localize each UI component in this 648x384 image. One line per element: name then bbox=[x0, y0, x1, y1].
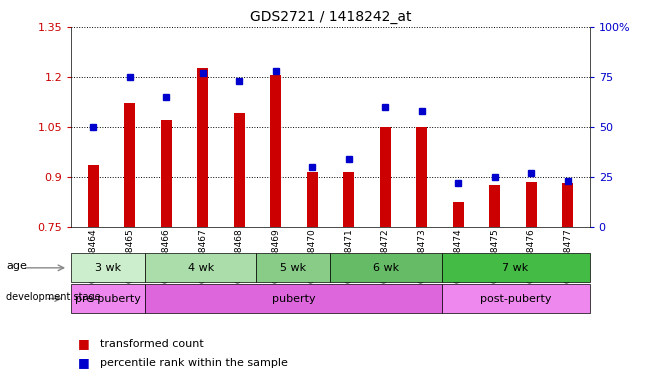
Bar bbox=[307, 172, 318, 227]
Text: puberty: puberty bbox=[272, 293, 316, 304]
Bar bbox=[234, 113, 245, 227]
Bar bbox=[526, 182, 537, 227]
Bar bbox=[453, 202, 464, 227]
Text: ■: ■ bbox=[78, 337, 90, 350]
Bar bbox=[562, 183, 573, 227]
Text: pre-puberty: pre-puberty bbox=[75, 293, 141, 304]
Text: post-puberty: post-puberty bbox=[480, 293, 551, 304]
Bar bbox=[124, 103, 135, 227]
Text: development stage: development stage bbox=[6, 291, 101, 302]
Bar bbox=[270, 75, 281, 227]
Text: 7 wk: 7 wk bbox=[502, 263, 529, 273]
Bar bbox=[489, 185, 500, 227]
Text: 3 wk: 3 wk bbox=[95, 263, 121, 273]
Bar bbox=[416, 127, 427, 227]
Text: ■: ■ bbox=[78, 356, 90, 369]
Text: percentile rank within the sample: percentile rank within the sample bbox=[100, 358, 288, 368]
Bar bbox=[380, 127, 391, 227]
Bar bbox=[197, 68, 208, 227]
Title: GDS2721 / 1418242_at: GDS2721 / 1418242_at bbox=[249, 10, 411, 25]
Text: 6 wk: 6 wk bbox=[373, 263, 399, 273]
Bar bbox=[87, 165, 98, 227]
Text: transformed count: transformed count bbox=[100, 339, 204, 349]
Text: 4 wk: 4 wk bbox=[188, 263, 214, 273]
Bar bbox=[161, 120, 172, 227]
Text: 5 wk: 5 wk bbox=[281, 263, 307, 273]
Bar bbox=[343, 172, 354, 227]
Text: age: age bbox=[6, 261, 27, 271]
